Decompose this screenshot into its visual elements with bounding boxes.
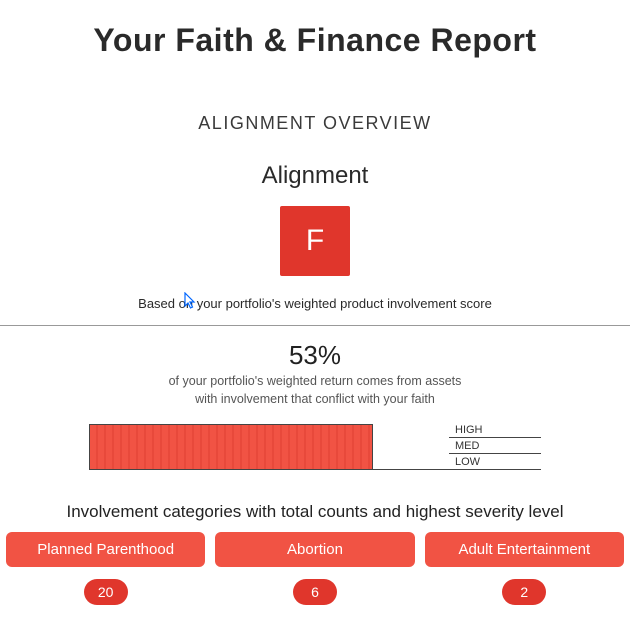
category-count-badge: 20 [84,579,128,605]
category-label: Planned Parenthood [6,532,205,567]
percent-block: 53% of your portfolio's weighted return … [0,340,630,408]
percent-caption-line2: with involvement that conflict with your… [195,392,435,406]
category-card: Abortion 6 [215,532,414,605]
alignment-heading: Alignment [0,162,630,190]
category-label: Abortion [215,532,414,567]
bar-fill [89,424,373,469]
category-label: Adult Entertainment [425,532,624,567]
divider [0,325,630,326]
category-card: Adult Entertainment 2 [425,532,624,605]
page-title: Your Faith & Finance Report [0,0,630,69]
bar-scale-high: HIGH [449,424,541,438]
percent-caption-line1: of your portfolio's weighted return come… [169,374,462,388]
category-count-badge: 6 [293,579,337,605]
category-card: Planned Parenthood 20 [6,532,205,605]
bar-scale: HIGH MED LOW [449,424,541,470]
involvement-bar: HIGH MED LOW [85,424,545,470]
categories-row: Planned Parenthood 20 Abortion 6 Adult E… [0,522,630,605]
percent-caption: of your portfolio's weighted return come… [0,373,630,408]
percent-value: 53% [0,340,630,371]
categories-heading: Involvement categories with total counts… [0,502,630,522]
grade-caption: Based on your portfolio's weighted produ… [0,296,630,325]
category-count-badge: 2 [502,579,546,605]
section-label: ALIGNMENT OVERVIEW [0,113,630,134]
bar-scale-med: MED [449,440,541,454]
alignment-grade: F [280,206,350,276]
bar-scale-low: LOW [449,456,541,470]
bar-track [89,424,449,470]
